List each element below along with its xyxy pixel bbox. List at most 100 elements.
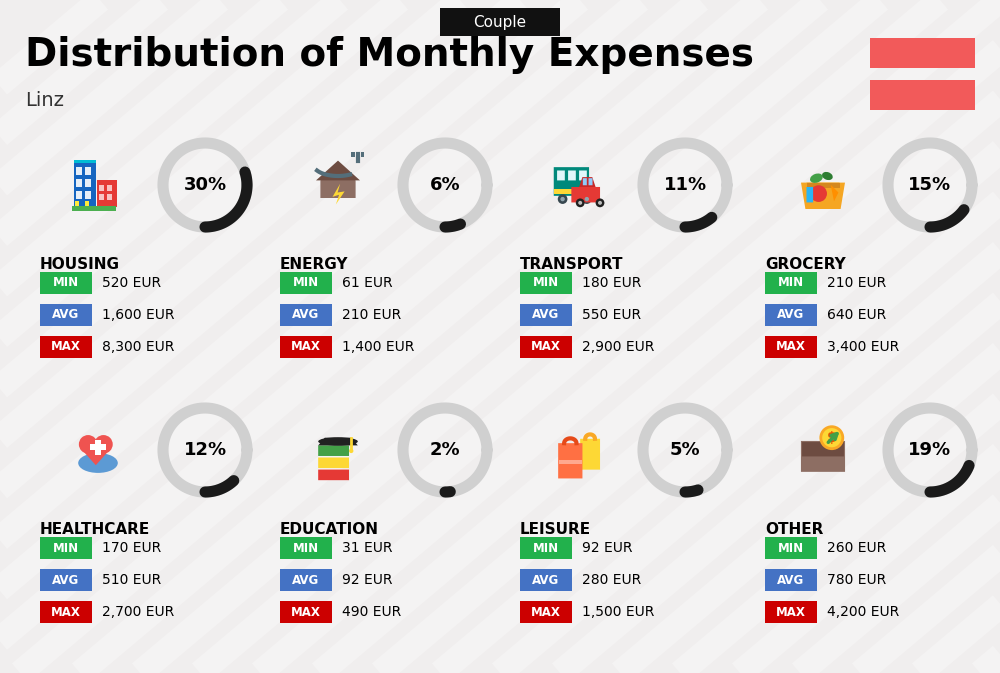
Text: AVG: AVG (292, 308, 320, 322)
Text: MIN: MIN (293, 277, 319, 289)
Text: MIN: MIN (53, 277, 79, 289)
Bar (765, 537, 817, 559)
Text: 780 EUR: 780 EUR (827, 573, 886, 587)
Text: 210 EUR: 210 EUR (827, 276, 886, 290)
Ellipse shape (78, 453, 118, 473)
Bar (40, 537, 92, 559)
Text: AVG: AVG (532, 573, 560, 586)
Text: AVG: AVG (52, 573, 80, 586)
Bar (765, 272, 817, 294)
Bar (85, 179, 91, 187)
Text: MAX: MAX (51, 606, 81, 618)
Bar (40, 569, 92, 591)
Text: 92 EUR: 92 EUR (582, 541, 633, 555)
Bar (90, 444, 106, 450)
Text: 510 EUR: 510 EUR (102, 573, 161, 587)
Text: AVG: AVG (777, 308, 805, 322)
Text: AVG: AVG (292, 573, 320, 586)
Bar (520, 336, 572, 358)
Bar (107, 194, 112, 200)
Text: 6%: 6% (430, 176, 460, 194)
Text: HEALTHCARE: HEALTHCARE (40, 522, 150, 537)
Polygon shape (318, 437, 358, 446)
Text: 2,700 EUR: 2,700 EUR (102, 605, 174, 619)
Bar (280, 336, 332, 358)
Bar (765, 304, 817, 326)
Text: LEISURE: LEISURE (520, 522, 591, 537)
Bar (554, 189, 589, 194)
Text: MAX: MAX (776, 341, 806, 353)
Circle shape (349, 449, 353, 453)
Text: MIN: MIN (533, 277, 559, 289)
Circle shape (810, 185, 827, 202)
Text: Couple: Couple (473, 15, 527, 30)
Text: ENERGY: ENERGY (280, 257, 349, 272)
Text: GROCERY: GROCERY (765, 257, 846, 272)
Bar (559, 460, 582, 464)
Circle shape (560, 197, 565, 201)
Bar (280, 272, 332, 294)
FancyBboxPatch shape (557, 170, 565, 180)
FancyBboxPatch shape (568, 170, 576, 180)
Text: 640 EUR: 640 EUR (827, 308, 886, 322)
Circle shape (582, 194, 592, 204)
Text: 31 EUR: 31 EUR (342, 541, 392, 555)
Bar (75, 201, 79, 206)
Text: 30%: 30% (183, 176, 227, 194)
Circle shape (558, 194, 567, 204)
Text: 1,600 EUR: 1,600 EUR (102, 308, 175, 322)
Circle shape (598, 201, 602, 205)
Text: 19%: 19% (908, 441, 952, 459)
Polygon shape (320, 165, 356, 198)
Bar (99, 185, 104, 191)
Text: 1,400 EUR: 1,400 EUR (342, 340, 414, 354)
Text: 12%: 12% (183, 441, 227, 459)
Bar (85, 201, 89, 206)
Bar (85, 167, 91, 175)
Text: 170 EUR: 170 EUR (102, 541, 161, 555)
FancyBboxPatch shape (318, 446, 349, 456)
Bar (765, 336, 817, 358)
Text: HOUSING: HOUSING (40, 257, 120, 272)
Circle shape (821, 427, 843, 449)
Text: $: $ (827, 431, 837, 445)
Text: MIN: MIN (778, 542, 804, 555)
Text: 550 EUR: 550 EUR (582, 308, 641, 322)
Text: 15%: 15% (908, 176, 952, 194)
Text: 92 EUR: 92 EUR (342, 573, 392, 587)
Polygon shape (316, 161, 360, 180)
FancyBboxPatch shape (440, 8, 560, 36)
Ellipse shape (822, 172, 833, 180)
Text: MIN: MIN (293, 542, 319, 555)
Bar (765, 569, 817, 591)
Text: 61 EUR: 61 EUR (342, 276, 393, 290)
Bar (870, 38, 975, 68)
Bar (520, 304, 572, 326)
Bar (520, 601, 572, 623)
Text: 280 EUR: 280 EUR (582, 573, 641, 587)
Text: 520 EUR: 520 EUR (102, 276, 161, 290)
Circle shape (578, 201, 582, 205)
Bar (870, 80, 975, 110)
Text: 1,500 EUR: 1,500 EUR (582, 605, 654, 619)
Bar (76, 191, 82, 199)
Text: 210 EUR: 210 EUR (342, 308, 401, 322)
FancyBboxPatch shape (806, 182, 840, 209)
FancyBboxPatch shape (579, 170, 587, 180)
Text: MAX: MAX (291, 606, 321, 618)
Text: 5%: 5% (670, 441, 700, 459)
Bar (806, 182, 840, 188)
FancyBboxPatch shape (580, 439, 600, 470)
Bar (765, 601, 817, 623)
Text: 11%: 11% (663, 176, 707, 194)
Bar (520, 272, 572, 294)
Bar (74, 160, 96, 164)
Bar (351, 152, 354, 157)
Polygon shape (579, 177, 596, 187)
Text: MAX: MAX (291, 341, 321, 353)
Bar (72, 206, 116, 211)
Text: 490 EUR: 490 EUR (342, 605, 401, 619)
Bar (361, 152, 364, 157)
FancyBboxPatch shape (318, 470, 349, 480)
Text: EDUCATION: EDUCATION (280, 522, 379, 537)
